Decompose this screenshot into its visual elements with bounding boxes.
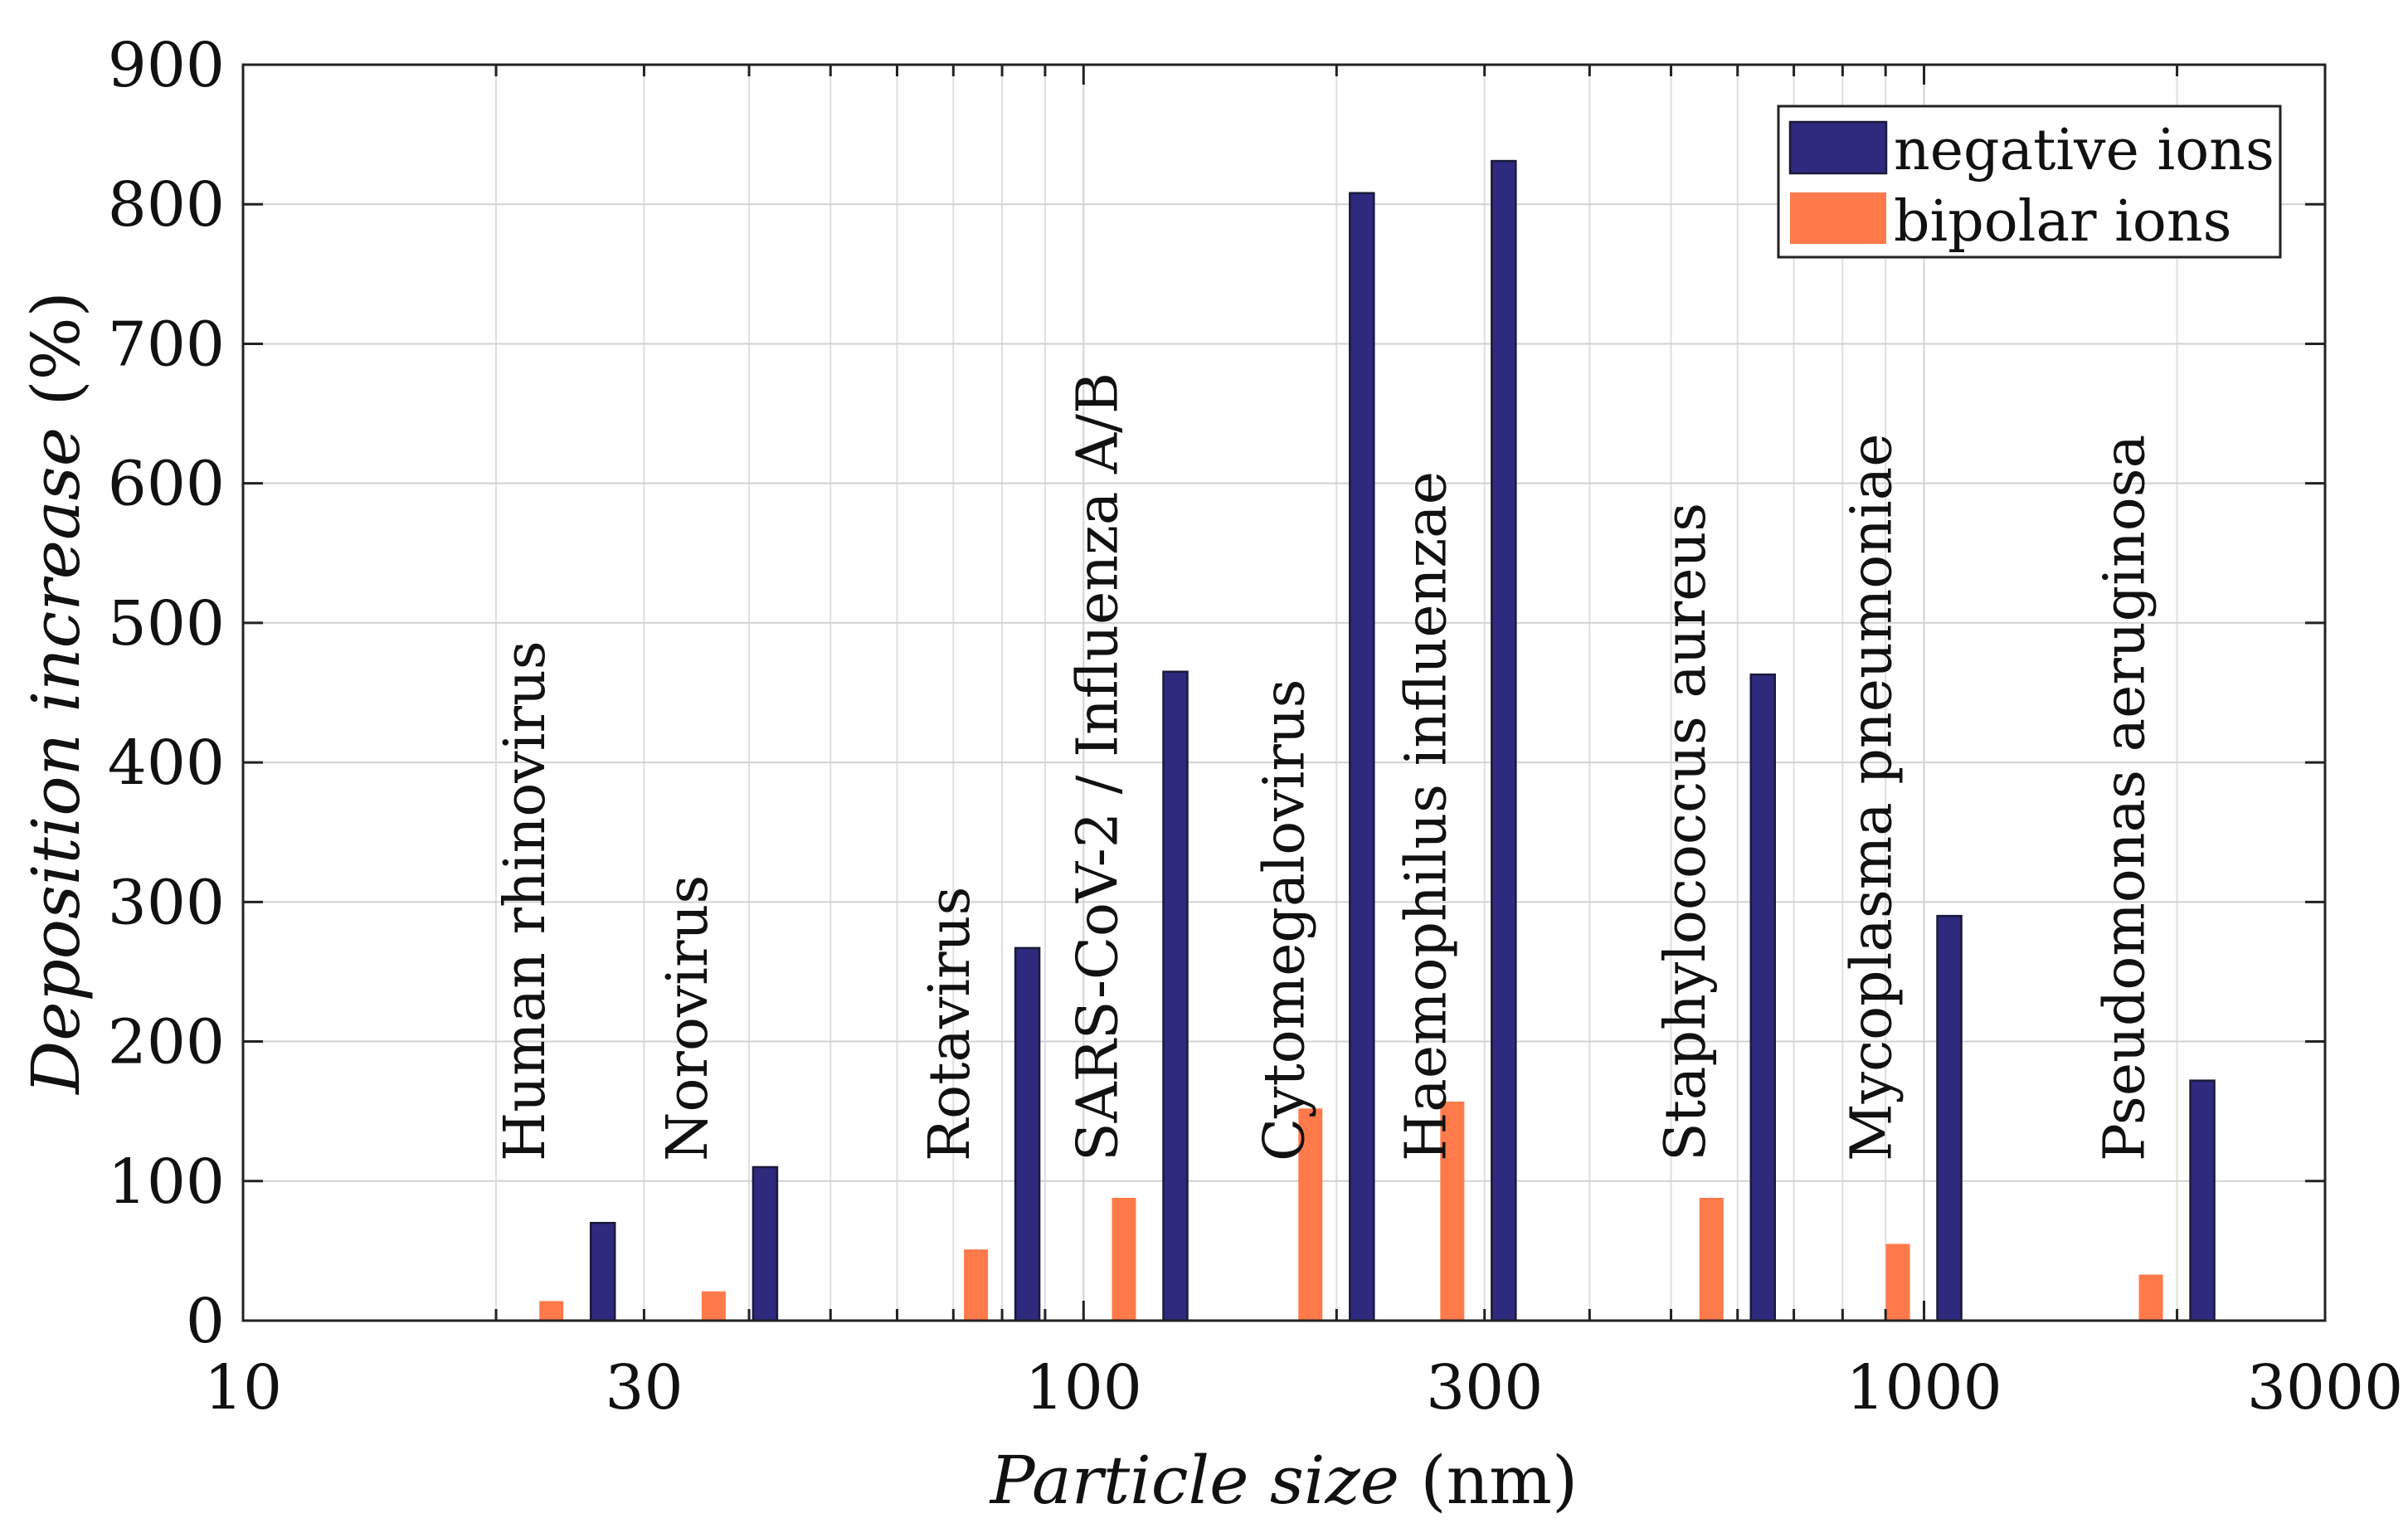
bar-negative-ions [1014,946,1041,1322]
y-tick-label: 100 [108,1146,225,1218]
bar-negative-ions [2189,1079,2216,1322]
x-axis-title-unit: (nm) [1399,1442,1578,1519]
y-tick-label: 500 [108,588,225,659]
x-tick-label: 300 [1426,1352,1543,1423]
y-tick-label: 900 [108,30,225,101]
plot-frame [241,63,2327,1322]
y-axis-title-main: Deposition increase [17,427,95,1096]
legend-swatch-negative-ions [1788,120,1888,175]
bar-negative-ions [752,1165,779,1322]
legend-label-bipolar-ions: bipolar ions [1894,189,2232,255]
bar-bipolar-ions [1298,1108,1323,1321]
legend-label-negative-ions: negative ions [1894,118,2274,183]
pathogen-label: Human rhinovirus [493,640,558,1161]
bar-bipolar-ions [1885,1243,1910,1321]
y-axis-title: Deposition increase (%) [17,291,95,1096]
y-tick-label: 200 [108,1007,225,1078]
x-axis-title-main: Particle size [989,1442,1399,1519]
bar-negative-ions [1491,159,1517,1322]
bar-negative-ions [1936,914,1963,1322]
bar-negative-ions [1749,673,1777,1322]
bar-bipolar-ions [964,1249,989,1321]
legend-swatch-bipolar-ions [1790,192,1886,244]
x-tick-label: 10 [204,1352,282,1423]
legend: negative ions bipolar ions [1777,105,2282,259]
bar-bipolar-ions [2138,1274,2163,1321]
pathogen-labels: Human rhinovirus Norovirus Rotavirus SARS-C… [493,372,2157,1161]
bar-bipolar-ions [1699,1197,1724,1321]
x-tick-label: 3000 [2247,1352,2403,1423]
bar-bipolar-ions [1112,1197,1136,1321]
y-tick-label: 800 [108,169,225,241]
pathogen-label: Rotavirus [917,887,983,1161]
x-tick-label: 1000 [1846,1352,2002,1423]
x-tick-label: 30 [605,1352,683,1423]
pathogen-label: Haemophilus influenzae [1394,471,1459,1161]
y-tick-label: 300 [108,867,225,938]
bar-negative-ions [589,1221,616,1322]
y-tick-label: 400 [108,728,225,799]
bar-bipolar-ions [539,1301,564,1321]
bars [539,159,2216,1322]
bar-bipolar-ions [1440,1101,1465,1321]
bar-negative-ions [1162,670,1189,1322]
bar-bipolar-ions [701,1291,726,1321]
bar-negative-ions [1349,192,1375,1322]
y-tick-label: 600 [108,449,225,520]
pathogen-label: Mycoplasma pneumoniae [1840,433,1905,1161]
pathogen-label: Norovirus [655,875,721,1161]
y-axis-title-unit: (%) [17,291,95,427]
pathogen-label: Pseudomonas aeruginosa [2093,435,2158,1161]
pathogen-label: Cytomegalovirus [1252,679,1317,1161]
axis-ticks: 0 100 200 300 400 500 600 700 800 900 10 30 100 300 10… [108,30,2403,1423]
pathogen-label: Staphylococcus aureus [1653,503,1719,1161]
x-axis-title: Particle size (nm) [989,1442,1578,1519]
y-tick-label: 700 [108,309,225,380]
pathogen-label: SARS-CoV-2 / Influenza A/B [1066,372,1131,1161]
y-tick-label: 0 [186,1286,225,1357]
x-tick-label: 100 [1025,1352,1142,1423]
